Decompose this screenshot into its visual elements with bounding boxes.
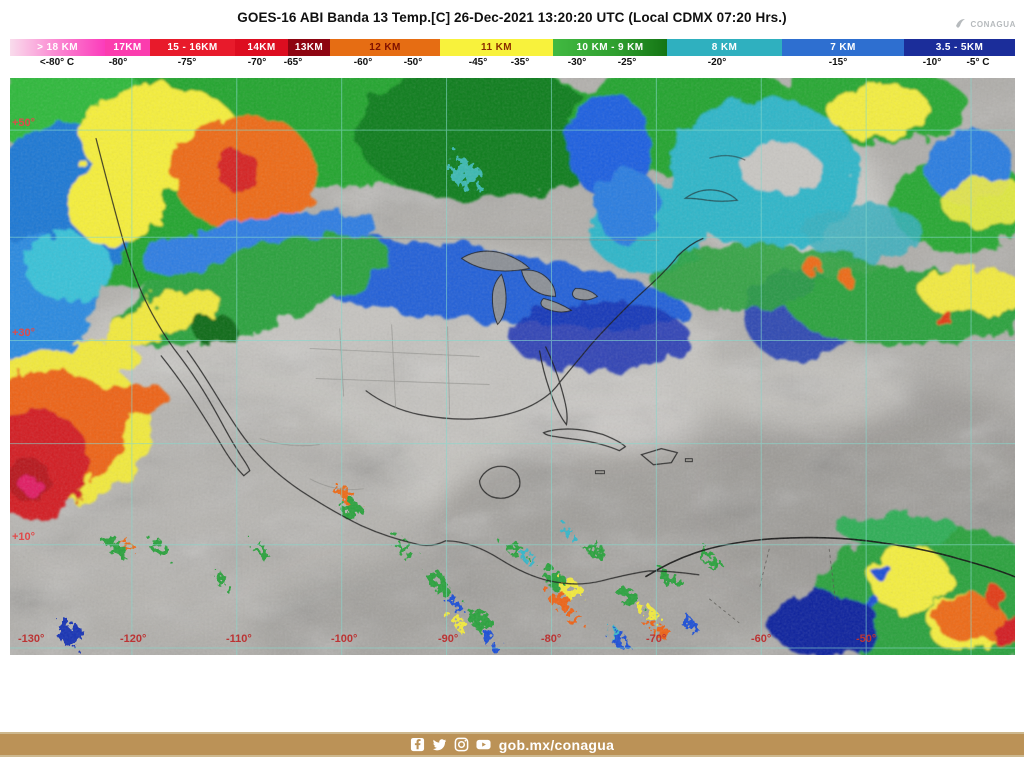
altitude-temperature-legend: > 18 KM 17KM 15 - 16KM 14KM 13KM 12 KM 11 KM 10… [10,39,1015,72]
twitter-icon[interactable] [432,737,447,752]
legend-segment: 17KM [105,39,150,56]
legend-temp-label: -10° [922,57,942,68]
legend-segment: 13KM [288,39,330,56]
legend-temp-label: <-80° C [39,57,75,68]
satellite-map: +50° +30° +10° -130° -120° -110° -100° -90° -80°… [10,78,1015,655]
legend-segment: 7 KM [782,39,904,56]
legend-segment: 12 KM [330,39,440,56]
gob-mx-bar: gob.mx/conagua [0,732,1024,757]
image-title: GOES-16 ABI Banda 13 Temp.[C] 26-Dec-202… [237,10,787,25]
legend-segment: 10 KM - 9 KM [553,39,667,56]
conagua-watermark: CONAGUA [954,17,1016,32]
instagram-icon[interactable] [454,737,469,752]
legend-segment: 14KM [235,39,288,56]
legend-temp-label: -60° [353,57,373,68]
legend-temp-label: -25° [617,57,637,68]
conagua-swirl-icon [954,17,967,32]
legend-segment: 8 KM [667,39,782,56]
legend-temp-label: -80° [108,57,128,68]
legend-temp-label: -45° [468,57,488,68]
legend-altitude-row: > 18 KM 17KM 15 - 16KM 14KM 13KM 12 KM 11 KM 10… [10,39,1015,56]
legend-segment: 11 KM [440,39,553,56]
institutional-footer: MEDIO AMBIENTE SECRETARÍA DE MEDIO AMBIE… [0,655,1024,732]
facebook-icon[interactable] [410,737,425,752]
satellite-imagery [10,78,1015,655]
legend-temp-label: -65° [283,57,303,68]
legend-temp-label: -75° [177,57,197,68]
legend-temp-label: -50° [403,57,423,68]
legend-temp-row: <-80° C -80° -75° -70° -65° -60° -50° -45° -35° -… [10,56,1015,72]
legend-temp-label: -30° [567,57,587,68]
social-icons [410,737,491,752]
legend-segment: > 18 KM [10,39,105,56]
legend-temp-label: -5° C [966,57,990,68]
watermark-label: CONAGUA [970,20,1016,29]
legend-temp-label: -15° [828,57,848,68]
legend-temp-label: -35° [510,57,530,68]
legend-temp-label: -20° [707,57,727,68]
legend-segment: 15 - 16KM [150,39,235,56]
legend-temp-label: -70° [247,57,267,68]
youtube-icon[interactable] [476,737,491,752]
legend-segment: 3.5 - 5KM [904,39,1015,56]
gob-mx-url[interactable]: gob.mx/conagua [498,736,615,753]
